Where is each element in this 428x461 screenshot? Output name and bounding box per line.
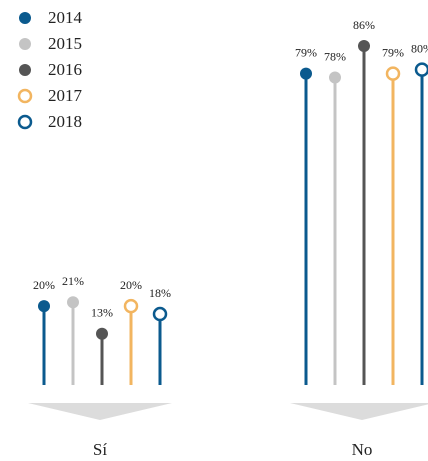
marker xyxy=(329,71,341,84)
x-tick-label: Sí xyxy=(93,440,107,459)
legend-marker xyxy=(17,88,33,104)
marker xyxy=(123,298,139,314)
marker xyxy=(358,40,370,52)
marker xyxy=(96,327,108,340)
value-label: 20% xyxy=(120,278,142,292)
value-label: 80% xyxy=(411,41,428,55)
marker xyxy=(300,67,312,80)
legend-label: 2018 xyxy=(48,112,82,131)
category-pointer xyxy=(28,403,172,420)
value-label: 86% xyxy=(353,18,375,32)
x-tick-label: No xyxy=(352,440,373,459)
legend-marker xyxy=(19,38,31,50)
legend-label: 2014 xyxy=(48,8,83,27)
value-label: 21% xyxy=(62,274,84,288)
value-label: 79% xyxy=(382,45,404,59)
value-label: 18% xyxy=(149,286,171,300)
marker xyxy=(152,306,168,322)
value-label: 78% xyxy=(324,49,346,63)
legend-label: 2015 xyxy=(48,34,82,53)
legend-marker xyxy=(17,114,33,130)
category-pointer xyxy=(290,403,428,420)
legend-label: 2016 xyxy=(48,60,82,79)
value-label: 79% xyxy=(295,45,317,59)
marker xyxy=(385,66,401,81)
legend-marker xyxy=(19,12,31,24)
marker xyxy=(414,62,428,77)
legend-marker xyxy=(19,64,31,76)
legend-label: 2017 xyxy=(48,86,83,105)
marker xyxy=(67,296,79,309)
value-label: 13% xyxy=(91,306,113,320)
marker xyxy=(38,300,50,313)
value-label: 20% xyxy=(33,278,55,292)
